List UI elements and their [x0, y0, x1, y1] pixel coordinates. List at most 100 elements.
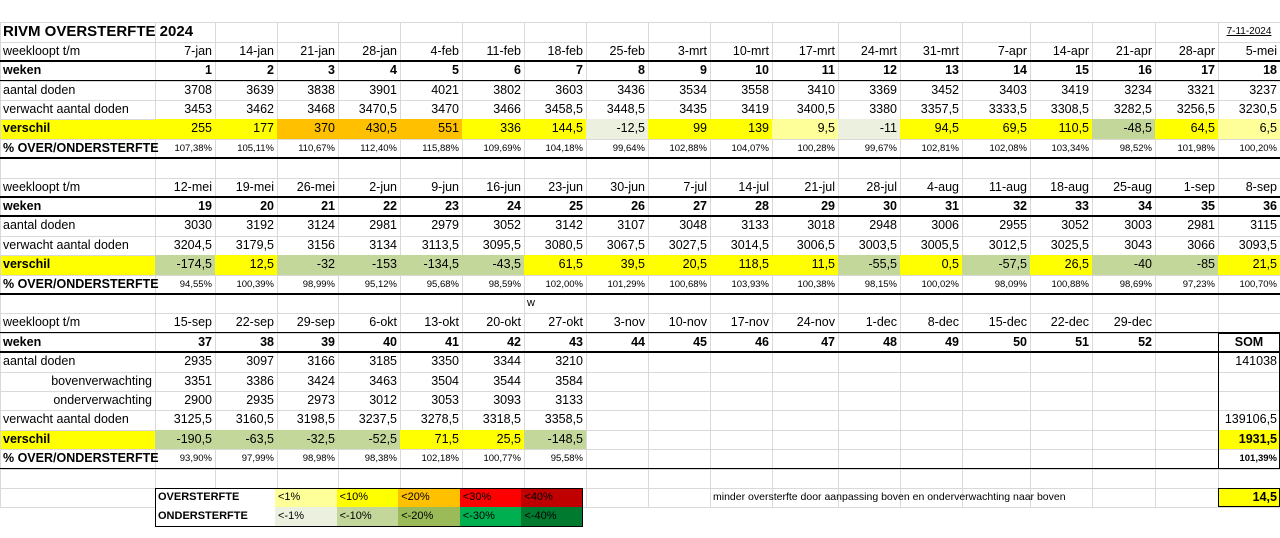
- week-number: 38: [260, 334, 274, 349]
- week-date: 5-mei: [1245, 43, 1277, 58]
- verwacht-cell: 3014,5: [730, 237, 769, 252]
- grid-line: [0, 294, 1280, 295]
- verwacht-cell: 3067,5: [606, 237, 645, 252]
- grid-line: [0, 177, 1280, 179]
- legend-onder-item: <-40%: [521, 507, 583, 527]
- verwacht-cell: 3468: [307, 102, 335, 116]
- aantal-doden-cell: 3802: [493, 82, 521, 97]
- percentage-cell: 99,67%: [864, 142, 897, 154]
- week-number: 10: [755, 63, 769, 78]
- verwacht-cell: 3043: [1124, 237, 1152, 252]
- week-date: 28-jan: [362, 43, 397, 58]
- grid-line: [0, 468, 1280, 470]
- aantal-doden-cell: 3558: [741, 82, 769, 97]
- percentage-cell: 100,38%: [797, 278, 835, 290]
- percentage-cell: 95,58%: [550, 453, 583, 465]
- adjustment-note: minder oversterfte door aanpassing boven…: [713, 491, 1066, 503]
- verwacht-cell: 3400,5: [796, 102, 835, 116]
- grid-line: [0, 507, 1280, 509]
- onderverwachting-cell: 2973: [307, 393, 335, 407]
- row-label-aantal: aantal doden: [3, 82, 76, 97]
- verwacht-cell: 3003,5: [858, 237, 897, 252]
- verschil-cell: -63,5: [215, 429, 277, 450]
- verwacht-cell: 3380: [869, 102, 897, 116]
- verwacht-cell: 3308,5: [1050, 102, 1089, 116]
- aantal-doden-cell: 3237: [1249, 82, 1277, 97]
- bovenverwachting-cell: 3504: [431, 373, 459, 388]
- grid-line: [0, 22, 1280, 24]
- sum-header: SOM: [1234, 334, 1264, 349]
- week-number: 42: [507, 334, 521, 349]
- aantal-doden-cell: 3115: [1250, 218, 1277, 233]
- aantal-doden-cell: 2979: [431, 218, 459, 233]
- week-date: 12-mei: [173, 179, 212, 194]
- block-bottom-rule: [0, 157, 1280, 159]
- percentage-cell: 98,98%: [302, 453, 335, 465]
- percentage-cell: 101,29%: [607, 278, 645, 290]
- week-number: 3: [328, 63, 335, 78]
- verschil-cell: 0,5: [900, 255, 962, 275]
- verwacht-cell: 3358,5: [544, 412, 583, 427]
- verschil-cell: 25,5: [462, 429, 524, 450]
- week-number: 19: [198, 199, 212, 213]
- verwacht-cell: 3005,5: [920, 237, 959, 252]
- verwacht-cell: 3435: [679, 102, 707, 116]
- aantal-doden-cell: 3234: [1124, 82, 1152, 97]
- block-bottom-rule: [0, 293, 1280, 295]
- aantal-doden-cell: 3901: [369, 82, 397, 97]
- week-number: 52: [1138, 334, 1152, 349]
- aantal-doden-cell: 3018: [807, 218, 835, 233]
- percentage-cell: 112,40%: [360, 142, 397, 154]
- week-number: 36: [1263, 199, 1277, 213]
- week-date: 1-sep: [1183, 179, 1215, 194]
- week-date: 10-mrt: [732, 43, 769, 58]
- legend-over-item: <10%: [336, 488, 399, 508]
- week-date: 22-sep: [235, 315, 274, 330]
- week-number: 2: [267, 63, 274, 78]
- header-rule: [0, 79, 1280, 82]
- row-label-weekloopt: weekloopt t/m: [3, 315, 81, 330]
- week-number: 43: [569, 334, 583, 349]
- grid-line: [0, 313, 1280, 315]
- week-number: 33: [1075, 199, 1089, 213]
- percentage-cell: 97,99%: [241, 453, 274, 465]
- week-number: 8: [638, 63, 645, 78]
- grid-line: [0, 138, 1280, 140]
- percentage-cell: 98,09%: [994, 278, 1027, 290]
- onderverwachting-cell: 3133: [555, 393, 583, 407]
- week-date: 17-mrt: [798, 43, 835, 58]
- row-label-pct: % OVER/ONDERSTERFTE: [3, 451, 159, 466]
- week-number: 44: [631, 334, 645, 349]
- legend-onder-item: <-1%: [275, 507, 337, 527]
- week-date: 28-apr: [1178, 43, 1215, 58]
- grid-line: [0, 410, 1280, 412]
- week-number: 37: [198, 334, 212, 349]
- verschil-cell: 110,5: [1030, 119, 1092, 139]
- grid-line: [0, 158, 1280, 160]
- week-number: 41: [445, 334, 459, 349]
- percentage-cell: 102,08%: [989, 142, 1027, 154]
- verschil-cell: 11,5: [772, 255, 838, 275]
- row-label-verwacht: verwacht aantal doden: [3, 237, 129, 252]
- week-date: 11-feb: [486, 43, 521, 58]
- verschil-cell: 177: [215, 119, 277, 139]
- legend-onder-item: <-10%: [336, 507, 399, 527]
- verschil-cell: -12,5: [586, 119, 648, 139]
- sum-verschil: 1931,5: [1218, 429, 1280, 450]
- aantal-doden-cell: 3185: [369, 354, 397, 369]
- week-date: 25-aug: [1113, 179, 1152, 194]
- sum-box: [1218, 332, 1280, 469]
- percentage-cell: 109,69%: [483, 142, 521, 154]
- verschil-cell: -134,5: [400, 255, 462, 275]
- verwacht-cell: 3448,5: [606, 102, 645, 116]
- week-number: 31: [945, 199, 959, 213]
- percentage-cell: 104,18%: [545, 142, 583, 154]
- week-date: 25-feb: [609, 43, 645, 58]
- percentage-cell: 105,11%: [237, 142, 274, 154]
- verwacht-cell: 3198,5: [296, 412, 335, 427]
- week-date: 30-jun: [610, 179, 645, 194]
- bovenverwachting-cell: 3544: [493, 373, 521, 388]
- percentage-cell: 115,88%: [422, 142, 459, 154]
- week-date: 8-dec: [927, 315, 959, 330]
- aantal-doden-cell: 3052: [493, 218, 521, 233]
